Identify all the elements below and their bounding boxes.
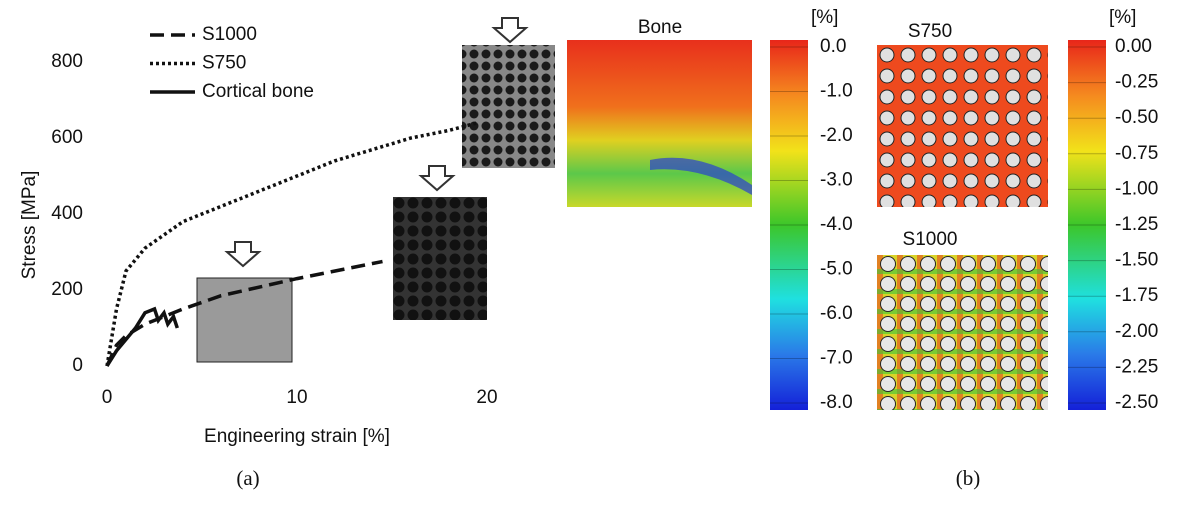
y-tick-label: 600 bbox=[51, 127, 83, 148]
colorbar-tick-label: -7.0 bbox=[820, 348, 853, 369]
colorbar-unit: [%] bbox=[1109, 7, 1136, 28]
y-axis-label: Stress [MPa] bbox=[19, 171, 40, 280]
colorbar-tick-label: -2.0 bbox=[820, 125, 853, 146]
legend-label: S1000 bbox=[202, 24, 257, 45]
line bbox=[107, 309, 177, 366]
legend-label: S750 bbox=[202, 53, 246, 74]
caption: (a) bbox=[236, 466, 259, 490]
colorbar-tick-label: -0.25 bbox=[1115, 72, 1158, 93]
colorbar-tick-label: -5.0 bbox=[820, 259, 853, 280]
y-tick-label: 400 bbox=[51, 203, 83, 224]
map-title: S750 bbox=[908, 21, 952, 42]
map-title: Bone bbox=[638, 17, 682, 38]
colorbar-tick-label: 0.0 bbox=[820, 36, 846, 57]
colorbar-tick-label: -8.0 bbox=[820, 392, 853, 413]
colorbar-tick-label: -2.25 bbox=[1115, 356, 1158, 377]
colorbar-tick-label: -1.50 bbox=[1115, 250, 1158, 271]
arrow bbox=[227, 242, 259, 266]
y-tick-label: 0 bbox=[72, 355, 83, 376]
x-tick-label: 10 bbox=[286, 387, 307, 408]
colorbar-tick-label: -0.50 bbox=[1115, 107, 1158, 128]
colorbar-tick-label: -2.50 bbox=[1115, 392, 1158, 413]
s750-specimen bbox=[462, 45, 555, 168]
x-tick-label: 20 bbox=[476, 387, 497, 408]
y-tick-label: 800 bbox=[51, 51, 83, 72]
arrow bbox=[421, 166, 453, 190]
colorbar-tick-label: -4.0 bbox=[820, 214, 853, 235]
s1000-specimen bbox=[393, 197, 487, 320]
colorbar-tick-label: -1.00 bbox=[1115, 178, 1158, 199]
y-tick-label: 200 bbox=[51, 279, 83, 300]
map-title: S1000 bbox=[903, 229, 958, 250]
s750-strain-map bbox=[877, 45, 1048, 207]
caption: (b) bbox=[956, 466, 981, 490]
colorbar-tick-label: -1.25 bbox=[1115, 214, 1158, 235]
bone-specimen bbox=[197, 278, 292, 362]
colorbar-unit: [%] bbox=[811, 7, 838, 28]
colorbar-tick-label: -0.75 bbox=[1115, 143, 1158, 164]
x-axis-label: Engineering strain [%] bbox=[204, 426, 390, 447]
colorbar-tick-label: 0.00 bbox=[1115, 36, 1152, 57]
arrow bbox=[494, 18, 526, 42]
s1000-strain-map bbox=[877, 255, 1048, 410]
colorbar-tick-label: -3.0 bbox=[820, 170, 853, 191]
colorbar-tick-label: -1.0 bbox=[820, 81, 853, 102]
bone-strain-map bbox=[567, 40, 752, 207]
colorbar-tick-label: -1.75 bbox=[1115, 285, 1158, 306]
legend-label: Cortical bone bbox=[202, 81, 314, 102]
x-tick-label: 0 bbox=[102, 387, 113, 408]
colorbar-tick-label: -2.00 bbox=[1115, 321, 1158, 342]
figure: Bone S750 S1000 (a) (b) 0 200 400 600 800 0 10… bbox=[0, 0, 1184, 511]
colorbar-tick-label: -6.0 bbox=[820, 303, 853, 324]
